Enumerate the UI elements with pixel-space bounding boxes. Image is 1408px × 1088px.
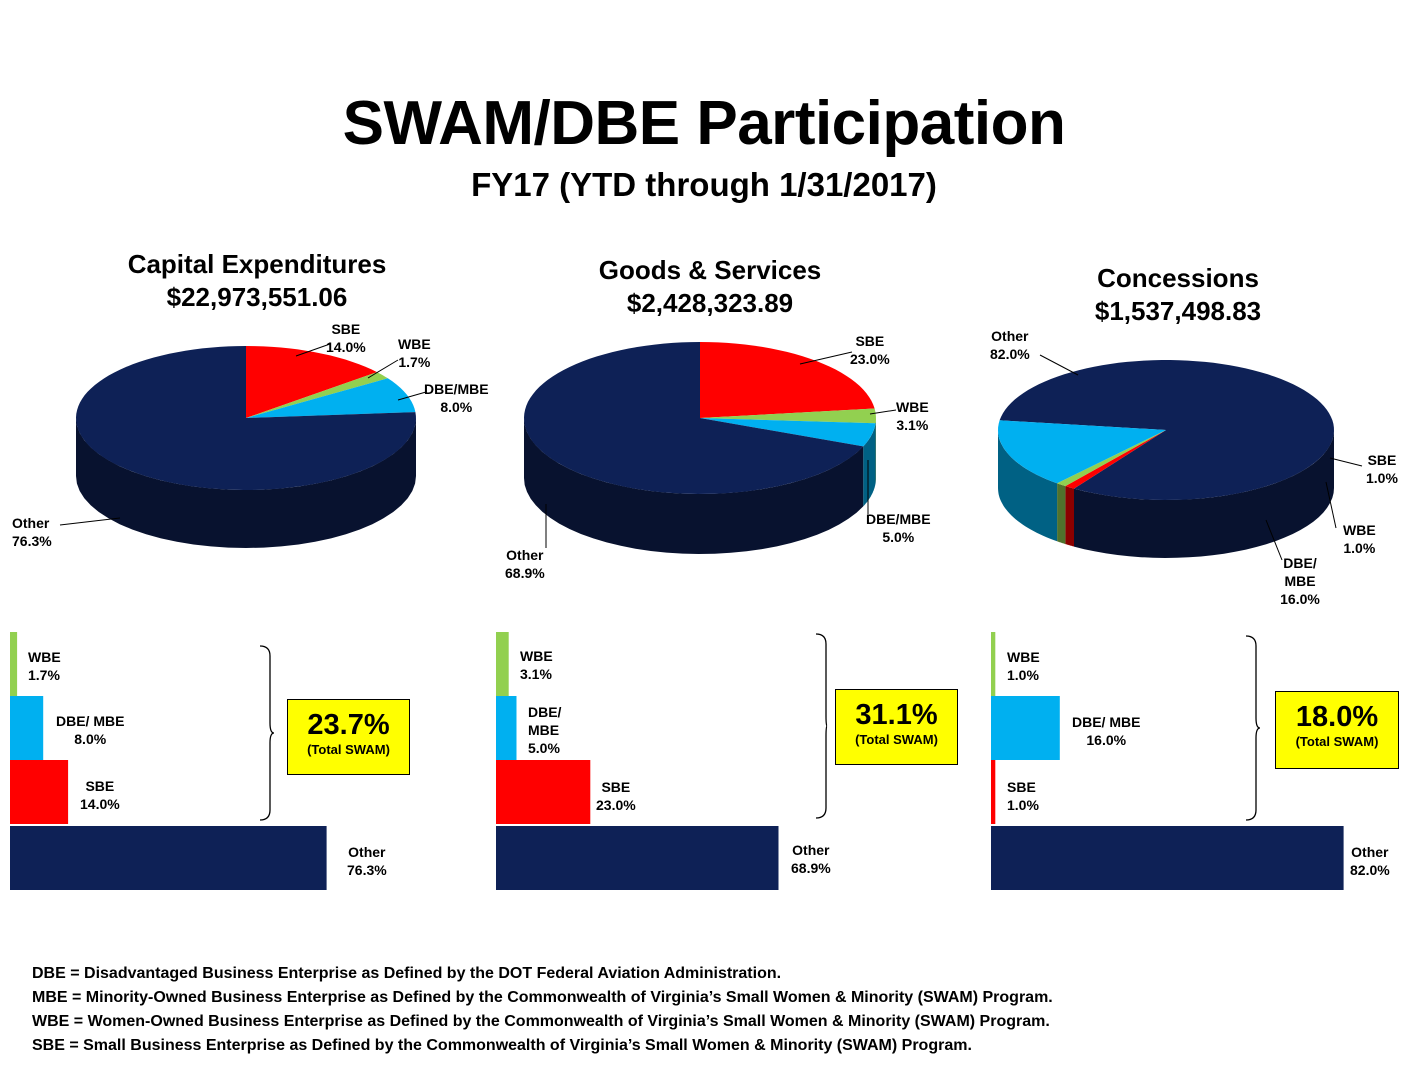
chart-3-amount: $1,537,498.83 [1094, 296, 1262, 326]
bar2-sbe [496, 760, 591, 824]
pie2-other-label: Other 68.9% [505, 547, 545, 581]
pie1-sbe-label: SBE 14.0% [326, 321, 366, 355]
bar2-wbe-label: WBE 3.1% [520, 648, 553, 682]
leader-line-1 [295, 343, 331, 357]
leader-line-12 [1265, 519, 1283, 561]
pie2-sbe-label: SBE 23.0% [850, 333, 890, 367]
footnote-dbe: DBE = Disadvantaged Business Enterprise … [32, 965, 782, 982]
bar2-brace [815, 633, 828, 819]
pie3-side-other [1074, 430, 1334, 558]
bar2-sbe-label: SBE 23.0% [596, 779, 636, 813]
pie2-side-dbembe [863, 423, 876, 507]
bar1-brace [259, 645, 275, 821]
bar3-dbembe [991, 696, 1060, 760]
chart-1-heading: Capital Expenditures $22,973,551.06 [87, 248, 427, 314]
leader-line-9 [1039, 354, 1079, 376]
bar1-sbe-label: SBE 14.0% [80, 778, 120, 812]
bar3-wbe [991, 632, 996, 696]
leader-line-3 [397, 391, 427, 401]
chart-1-amount: $22,973,551.06 [166, 282, 348, 312]
pie3-dbe-label: DBE/ MBE 16.0% [1280, 555, 1320, 607]
footnote-mbe: MBE = Minority-Owned Business Enterprise… [32, 989, 1053, 1006]
pie3-slice-other [999, 360, 1334, 500]
pie3-slice-sbe [1065, 430, 1166, 489]
bar3-brace [1245, 635, 1261, 821]
chart-2-heading: Goods & Services $2,428,323.89 [540, 254, 880, 320]
chart-2-title: Goods & Services [598, 255, 822, 285]
pie2-slice-wbe [700, 408, 876, 424]
leader-line-11 [1325, 481, 1337, 529]
pie2-wbe-label: WBE 3.1% [896, 399, 929, 433]
pie1-slice-dbembe [246, 378, 416, 418]
bar2-other-label: Other 68.9% [791, 842, 831, 876]
pie1-slice-sbe [246, 346, 377, 418]
pie3-wbe-label: WBE 1.0% [1343, 522, 1376, 556]
bar1-wbe-label: WBE 1.7% [28, 649, 61, 683]
pie3-slice-wbe [1057, 430, 1166, 487]
leader-line-2 [367, 359, 399, 379]
leader-line-4 [59, 517, 121, 526]
pie2-slice-dbembe [700, 418, 876, 447]
page-subtitle: FY17 (YTD through 1/31/2017) [471, 166, 937, 203]
bar1-wbe [10, 632, 18, 696]
bar2-total-badge: 31.1% (Total SWAM) [835, 689, 958, 765]
pie3-side-dbembe [998, 430, 1058, 542]
page-title: SWAM/DBE Participation [342, 89, 1066, 158]
leader-line-5 [799, 351, 853, 365]
bar1-total-badge: 23.7% (Total SWAM) [287, 699, 410, 775]
bar1-dbe-label: DBE/ MBE 8.0% [56, 713, 125, 747]
pie1-wbe-label: WBE 1.7% [398, 336, 431, 370]
pie1-dbe-label: DBE/MBE 8.0% [424, 381, 489, 415]
bar3-dbe-label: DBE/ MBE 16.0% [1072, 714, 1141, 748]
bar1-sbe [10, 760, 69, 824]
chart-3-heading: Concessions $1,537,498.83 [1008, 262, 1348, 328]
bar1-dbembe [10, 696, 44, 760]
chart-3-title: Concessions [1097, 263, 1259, 293]
pie2-dbe-label: DBE/MBE 5.0% [866, 511, 931, 545]
pie2-slice-sbe [700, 342, 875, 418]
bar1-other-label: Other 76.3% [347, 844, 387, 878]
pie3-other-label: Other 82.0% [990, 328, 1030, 362]
pie2-side-other [524, 418, 864, 554]
leader-line-10 [1329, 457, 1363, 467]
footnote-sbe: SBE = Small Business Enterprise as Defin… [32, 1037, 972, 1054]
pie3-slice-dbembe [998, 420, 1166, 484]
bar2-dbembe [496, 696, 517, 760]
pie3-sbe-label: SBE 1.0% [1366, 452, 1398, 486]
pie3-side-sbe [1065, 486, 1074, 547]
footnotes: DBE = Disadvantaged Business Enterprise … [32, 962, 1053, 1058]
bar3-sbe [991, 760, 996, 824]
bar3-other-label: Other 82.0% [1350, 844, 1390, 878]
footnote-wbe: WBE = Women-Owned Business Enterprise as… [32, 1013, 1050, 1030]
bar2-dbe-label: DBE/ MBE 5.0% [528, 704, 562, 756]
chart-1-title: Capital Expenditures [127, 249, 387, 279]
bar1-other [10, 826, 327, 890]
bar3-sbe-label: SBE 1.0% [1007, 779, 1039, 813]
bar3-wbe-label: WBE 1.0% [1007, 649, 1040, 683]
leader-line-6 [869, 409, 897, 415]
pie1-slice-wbe [246, 372, 388, 418]
pie1-side-other [76, 418, 416, 548]
pie1-other-label: Other 76.3% [12, 515, 52, 549]
pie3-side-wbe [1057, 483, 1066, 545]
pie1-slice-other [76, 346, 416, 490]
bar2-wbe [496, 632, 509, 696]
pie2-slice-other [524, 342, 864, 494]
bar2-other [496, 826, 779, 890]
bar3-other [991, 826, 1344, 890]
chart-2-amount: $2,428,323.89 [626, 288, 794, 318]
bar3-total-badge: 18.0% (Total SWAM) [1275, 691, 1399, 769]
